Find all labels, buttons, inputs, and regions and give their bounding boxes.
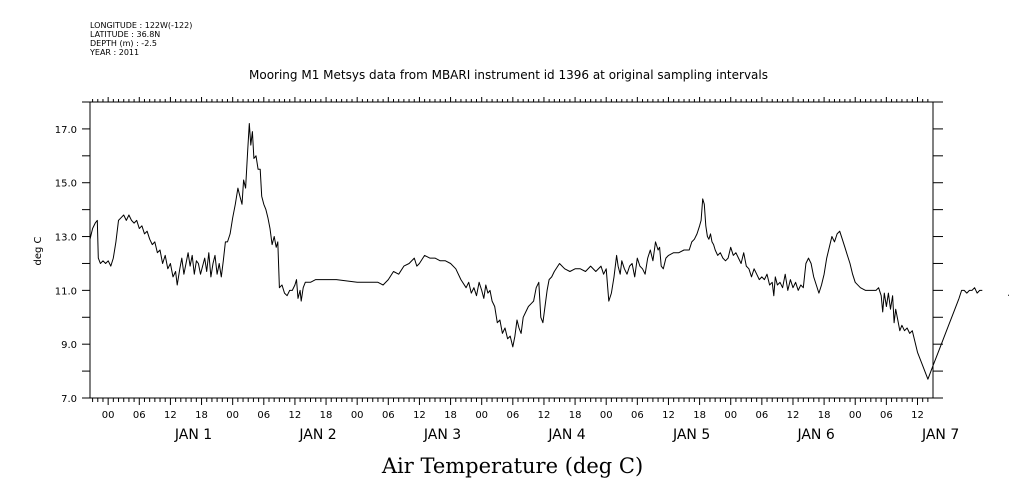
x-tick-label: 12 [662, 410, 675, 421]
x-tick-label: 00 [600, 410, 613, 421]
x-tick-label: 12 [787, 410, 800, 421]
x-day-label: JAN 2 [298, 427, 336, 443]
x-tick-label: 18 [569, 410, 582, 421]
latitude-text: LATITUDE : 36.8N [90, 30, 161, 39]
x-tick-label: 18 [195, 410, 208, 421]
x-tick-label: 18 [320, 410, 333, 421]
x-tick-label: 00 [475, 410, 488, 421]
x-tick-label: 06 [382, 410, 395, 421]
y-tick-label: 15.0 [55, 179, 77, 190]
plot-area [89, 123, 1009, 380]
y-tick-label: 17.0 [55, 125, 77, 136]
x-day-label: JAN 4 [547, 427, 585, 443]
x-day-label: JAN 6 [796, 427, 834, 443]
x-day-label: JAN 3 [423, 427, 461, 443]
x-tick-label: 06 [506, 410, 519, 421]
x-day-label: JAN 5 [672, 427, 710, 443]
x-tick-label: 18 [444, 410, 457, 421]
y-axis-label: deg C [33, 236, 44, 265]
x-tick-label: 00 [102, 410, 115, 421]
x-tick-label: 12 [289, 410, 302, 421]
x-tick-label: 00 [226, 410, 239, 421]
x-tick-label: 06 [631, 410, 644, 421]
series-line-segment [89, 123, 983, 380]
x-tick-label: 06 [133, 410, 146, 421]
x-tick-label: 18 [693, 410, 706, 421]
metadata-block: LONGITUDE : 122W(-122) LATITUDE : 36.8N … [90, 21, 192, 57]
x-day-label: JAN 7 [921, 427, 959, 443]
x-tick-label: 12 [538, 410, 551, 421]
longitude-text: LONGITUDE : 122W(-122) [90, 21, 193, 30]
x-tick-label: 06 [257, 410, 270, 421]
x-tick-label: 12 [911, 410, 924, 421]
plot-frame [89, 101, 934, 399]
y-tick-label: 9.0 [61, 340, 77, 351]
chart-title: Mooring M1 Metsys data from MBARI instru… [249, 68, 768, 82]
axes: 00 06 12 18 00 06 12 18 00 06 12 18 00 06 12 18 00 06 12 18… [55, 97, 959, 443]
x-tick-label: 18 [818, 410, 831, 421]
depth-text: DEPTH (m) : -2.5 [90, 39, 157, 48]
x-tick-label: 12 [164, 410, 177, 421]
x-tick-label: 00 [351, 410, 364, 421]
x-day-label: JAN 1 [174, 427, 212, 443]
x-tick-label: 00 [724, 410, 737, 421]
y-tick-label: 11.0 [55, 286, 77, 297]
y-tick-label: 13.0 [55, 233, 77, 244]
x-axis-title: Air Temperature (deg C) [381, 454, 644, 478]
x-tick-label: 06 [880, 410, 893, 421]
x-tick-label: 06 [755, 410, 768, 421]
x-tick-label: 12 [413, 410, 426, 421]
year-text: YEAR : 2011 [90, 48, 140, 57]
y-tick-label: 7.0 [61, 394, 77, 405]
x-tick-label: 00 [849, 410, 862, 421]
